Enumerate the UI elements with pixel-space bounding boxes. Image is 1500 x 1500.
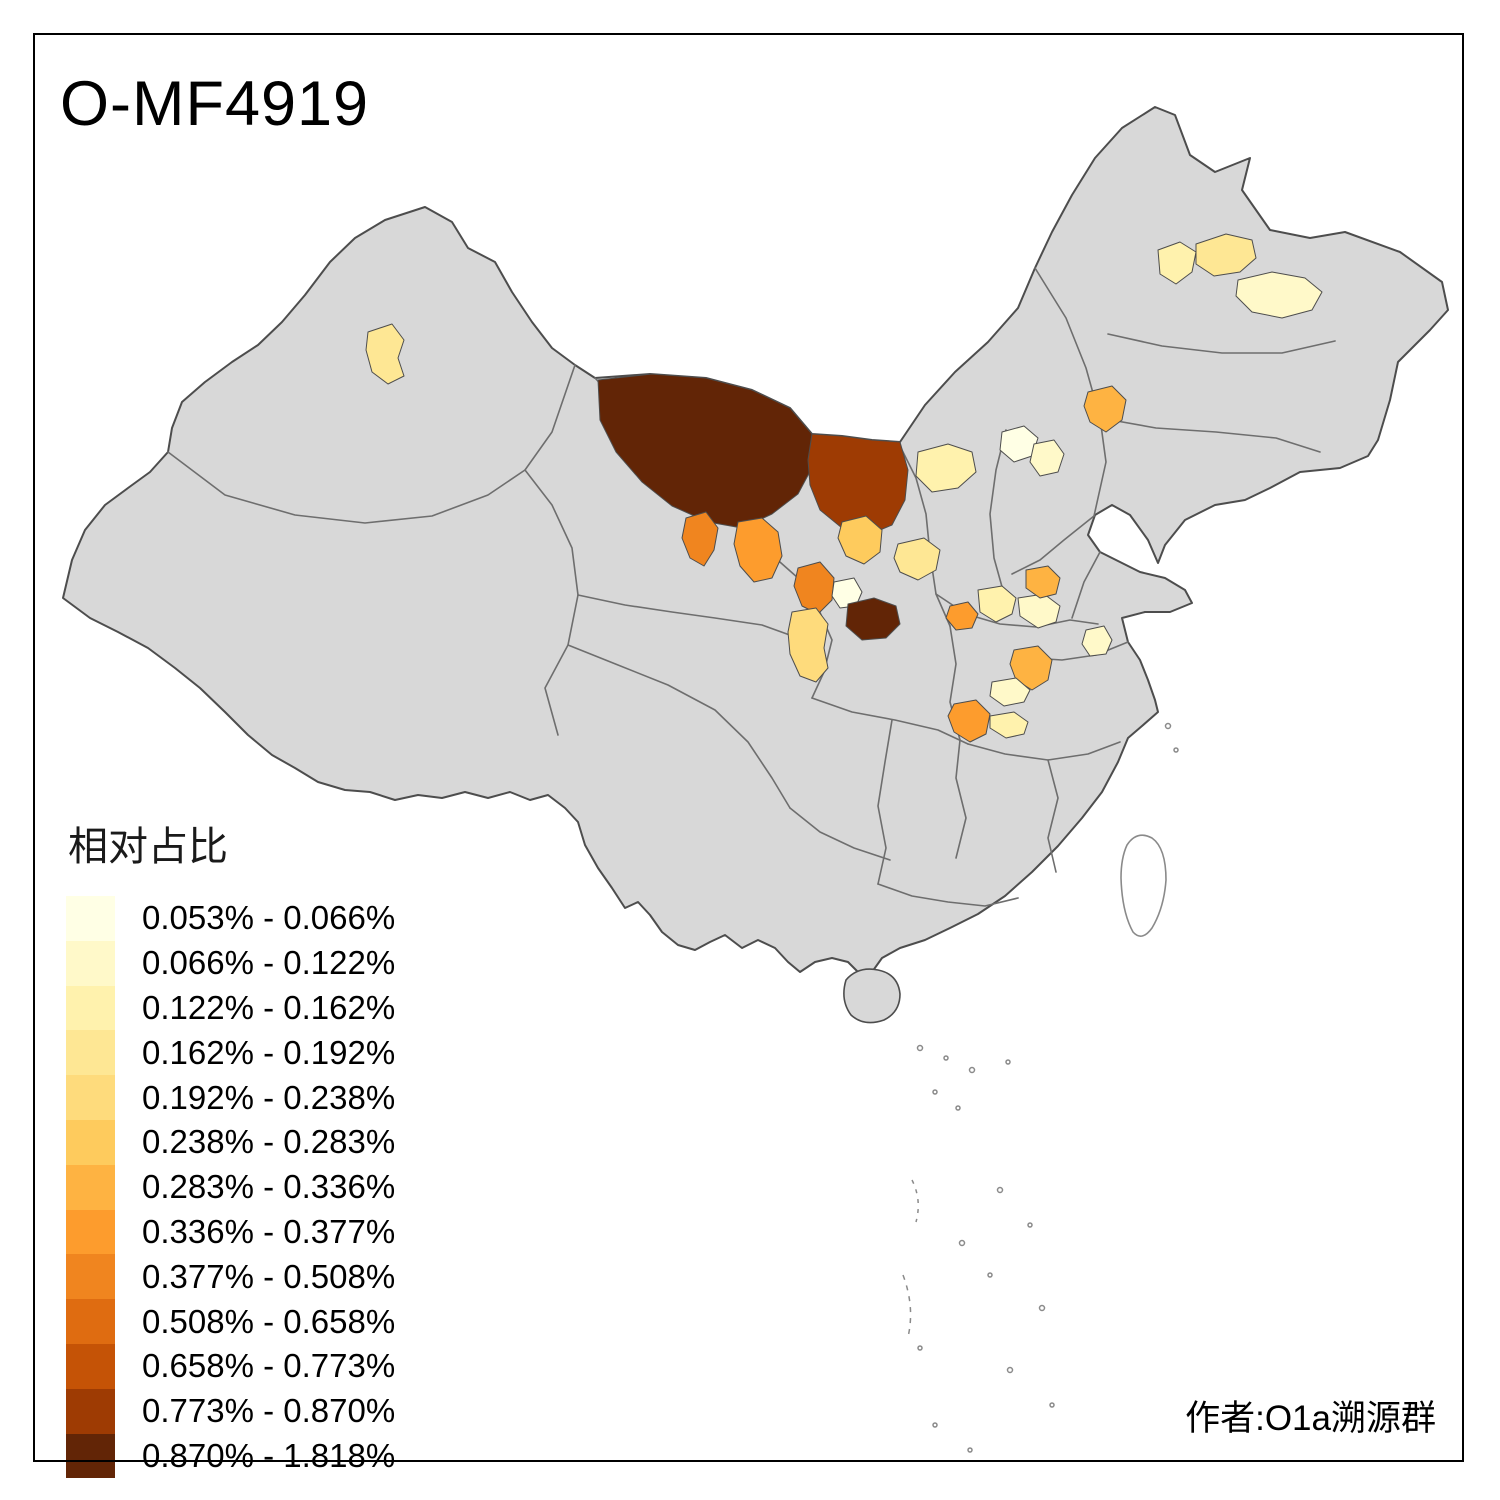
legend-item: 0.053% - 0.066%: [66, 896, 395, 941]
legend-item: 0.238% - 0.283%: [66, 1119, 396, 1165]
highlighted-regions: [365, 233, 1323, 743]
map-region: [597, 373, 815, 529]
legend-swatch: [66, 1119, 115, 1165]
legend-label: 0.773% - 0.870%: [142, 1392, 396, 1430]
legend-label: 0.870% - 1.818%: [142, 1436, 396, 1474]
map-region: [787, 607, 829, 683]
legend-label: 0.066% - 0.122%: [142, 944, 396, 982]
legend-swatch: [66, 1254, 115, 1300]
legend-swatch: [66, 940, 115, 986]
legend-label: 0.053% - 0.066%: [142, 899, 396, 937]
legend-label: 0.162% - 0.192%: [142, 1033, 396, 1071]
legend-swatch: [66, 1343, 115, 1389]
legend-swatch: [66, 1433, 115, 1479]
legend-label: 0.122% - 0.162%: [142, 988, 396, 1026]
legend-label: 0.336% - 0.377%: [142, 1212, 396, 1250]
legend-label: 0.377% - 0.508%: [142, 1257, 396, 1295]
map-region: [1009, 645, 1053, 691]
map-region: [1081, 625, 1113, 657]
legend: 相对占比 0.053% - 0.066% 0.066% - 0.122% 0.1…: [66, 814, 396, 1479]
legend-swatch: [66, 1030, 115, 1076]
legend-item: 0.508% - 0.658%: [66, 1299, 395, 1344]
legend-item: 0.377% - 0.508%: [66, 1254, 396, 1300]
legend-swatch: [66, 1164, 115, 1210]
legend-label: 0.192% - 0.238%: [142, 1078, 396, 1116]
legend-item: 0.658% - 0.773%: [66, 1343, 396, 1389]
map-region: [845, 597, 901, 641]
legend-label: 0.658% - 0.773%: [142, 1347, 396, 1385]
map-region: [1029, 439, 1065, 477]
hainan-island: [843, 968, 901, 1024]
map-region: [989, 677, 1031, 707]
legend-item: 0.066% - 0.122%: [66, 940, 396, 986]
map-region: [733, 517, 783, 583]
attribution-text: 作者:O1a溯源群: [1185, 1399, 1436, 1438]
legend-label: 0.283% - 0.336%: [142, 1168, 396, 1206]
legend-title: 相对占比: [68, 825, 228, 869]
map-region: [893, 537, 941, 581]
taiwan-island: [1120, 834, 1167, 937]
map-region: [1235, 271, 1323, 319]
province-borders: [167, 267, 1336, 907]
legend-label: 0.508% - 0.658%: [142, 1302, 396, 1340]
map-region: [807, 433, 909, 536]
legend-swatch: [66, 1209, 115, 1255]
plot-title: O-MF4919: [60, 69, 370, 139]
map-region: [1157, 241, 1197, 285]
legend-swatch: [66, 896, 115, 941]
map-region: [977, 585, 1017, 623]
legend-item: 0.192% - 0.238%: [66, 1075, 395, 1120]
legend-label: 0.238% - 0.283%: [142, 1123, 396, 1161]
map-region: [1083, 385, 1127, 433]
legend-swatch: [66, 985, 115, 1031]
legend-swatch: [66, 1299, 115, 1344]
map-region: [1025, 565, 1061, 599]
map-region: [365, 323, 405, 385]
map-region: [915, 443, 977, 493]
legend-rows: 0.053% - 0.066% 0.066% - 0.122% 0.122% -…: [66, 896, 396, 1479]
map-region: [947, 699, 991, 743]
map-region: [793, 561, 835, 615]
map-region: [989, 711, 1029, 739]
legend-swatch: [66, 1388, 115, 1434]
legend-item: 0.162% - 0.192%: [66, 1030, 396, 1076]
legend-item: 0.336% - 0.377%: [66, 1209, 396, 1255]
map-region: [945, 601, 979, 631]
south-china-sea-islands: [902, 722, 1179, 1453]
legend-item: 0.870% - 1.818%: [66, 1433, 396, 1479]
legend-item: 0.283% - 0.336%: [66, 1164, 396, 1210]
legend-item: 0.773% - 0.870%: [66, 1388, 396, 1434]
legend-swatch: [66, 1075, 115, 1120]
map-region: [1195, 233, 1257, 277]
map-region: [681, 511, 719, 567]
legend-item: 0.122% - 0.162%: [66, 985, 396, 1031]
map-region: [837, 515, 883, 565]
